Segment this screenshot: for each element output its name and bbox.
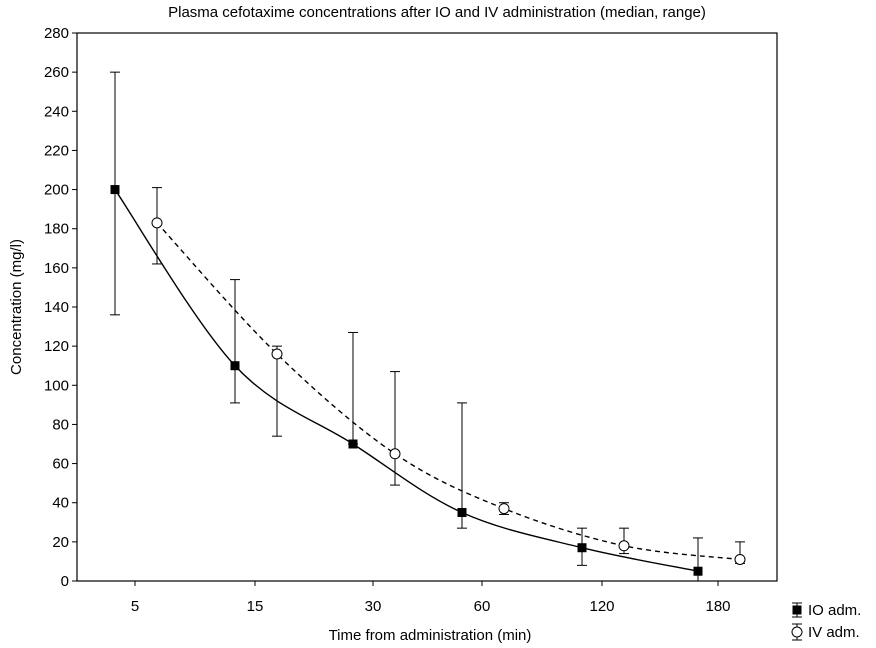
- y-tick-label: 160: [44, 260, 69, 277]
- error-bar: [457, 402, 467, 529]
- series-iv: [151, 187, 746, 565]
- data-point: [618, 540, 630, 552]
- y-tick-label: 200: [44, 182, 69, 199]
- y-tick-label: 40: [52, 495, 69, 512]
- x-axis-label: Time from administration (min): [329, 627, 532, 644]
- error-bar: [390, 371, 400, 486]
- data-point: [389, 448, 401, 460]
- y-tick-label: 80: [52, 416, 69, 433]
- error-bar: [230, 279, 240, 404]
- data-point: [271, 348, 283, 360]
- series-line: [156, 222, 741, 561]
- legend-label-io: IO adm.: [808, 602, 861, 619]
- series-line: [114, 189, 699, 572]
- data-point: [348, 439, 358, 449]
- y-axis: 0 20 40 60 80 100 120 140 160 180 200 220 240 260 280: [44, 25, 77, 590]
- data-point: [230, 361, 240, 371]
- error-bar: [272, 345, 282, 437]
- x-tick-label: 180: [705, 598, 730, 615]
- y-tick-label: 220: [44, 142, 69, 159]
- x-axis: 5 15 30 60 120 180: [131, 581, 731, 615]
- legend-item-io: IO adm.: [792, 602, 861, 619]
- legend: IO adm. IV adm.: [791, 602, 861, 641]
- y-tick-label: 260: [44, 64, 69, 81]
- y-tick-label: 140: [44, 299, 69, 316]
- y-tick-label: 60: [52, 456, 69, 473]
- data-point: [734, 553, 746, 565]
- error-bar: [348, 331, 358, 445]
- legend-label-iv: IV adm.: [808, 624, 860, 641]
- y-tick-label: 240: [44, 103, 69, 120]
- iv-legend-symbol-icon: [791, 623, 803, 641]
- x-tick-label: 5: [131, 598, 139, 615]
- chart-title: Plasma cefotaxime concentrations after I…: [168, 4, 706, 21]
- io-legend-symbol-icon: [792, 602, 802, 618]
- y-tick-label: 180: [44, 221, 69, 238]
- data-point: [577, 543, 587, 553]
- y-tick-label: 120: [44, 338, 69, 355]
- data-point: [457, 508, 467, 517]
- data-point: [693, 566, 703, 576]
- y-tick-label: 100: [44, 377, 69, 394]
- y-tick-label: 0: [61, 573, 69, 590]
- plot-frame: [76, 32, 778, 582]
- x-tick-label: 120: [589, 598, 614, 615]
- y-axis-label: Concentration (mg/l): [8, 239, 25, 375]
- series-layer: [110, 71, 746, 582]
- x-tick-label: 15: [247, 598, 264, 615]
- legend-item-iv: IV adm.: [791, 623, 860, 641]
- series-io: [110, 71, 703, 582]
- data-point: [110, 185, 120, 195]
- x-tick-label: 60: [474, 598, 491, 615]
- data-point: [151, 217, 163, 229]
- y-tick-label: 20: [52, 534, 69, 551]
- y-tick-label: 280: [44, 25, 69, 42]
- data-point: [498, 503, 510, 515]
- x-tick-label: 30: [365, 598, 382, 615]
